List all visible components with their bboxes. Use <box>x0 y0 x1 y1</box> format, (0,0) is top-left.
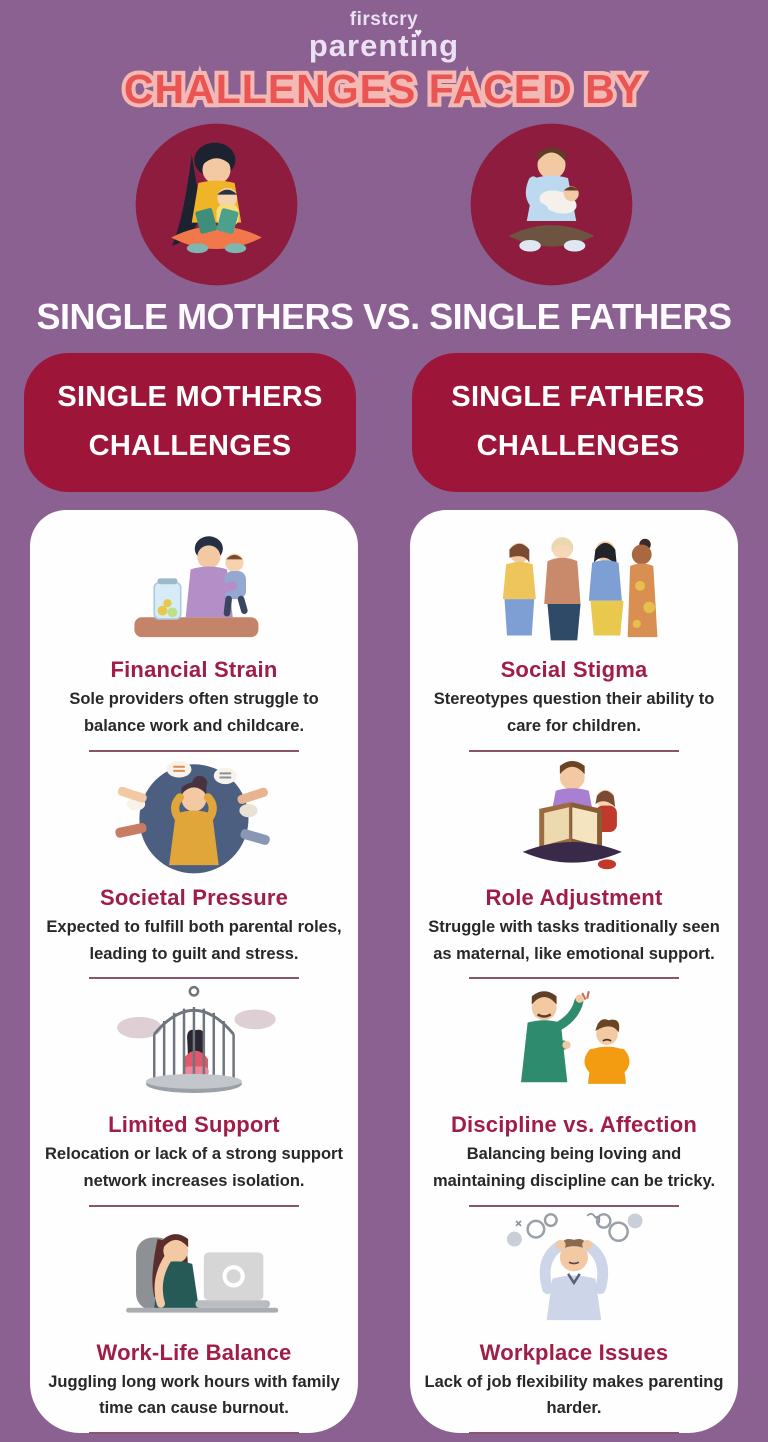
header-line2: CHALLENGES <box>476 430 680 463</box>
header-line2: CHALLENGES <box>88 430 292 463</box>
item-title: Discipline vs. Affection <box>450 1112 698 1138</box>
item-description: Struggle with tasks traditionally seen a… <box>428 917 720 963</box>
item-description: Sole providers often struggle to balance… <box>69 690 319 736</box>
column-headers: SINGLE MOTHERS CHALLENGES SINGLE FATHERS… <box>24 352 744 493</box>
item-title: Societal Pressure <box>99 884 289 910</box>
discipline-vs-affection-illustration <box>483 983 665 1107</box>
item-description: Expected to fulfill both parental roles,… <box>46 917 342 963</box>
divider <box>89 1432 299 1435</box>
workplace-issues-illustration <box>483 1211 665 1335</box>
mother-reading-with-child-illustration <box>134 122 299 287</box>
header-line1: SINGLE MOTHERS <box>57 380 323 413</box>
divider <box>89 1204 299 1207</box>
item-description: Juggling long work hours with family tim… <box>48 1372 340 1418</box>
item-title: Limited Support <box>108 1112 280 1138</box>
item-title: Workplace Issues <box>479 1339 669 1365</box>
limited-support-illustration <box>103 983 285 1107</box>
divider <box>469 977 679 980</box>
father-holding-baby-illustration <box>469 122 634 287</box>
comparison-subtitle: SINGLE MOTHERS VS. SINGLE FATHERS <box>36 296 732 337</box>
divider <box>469 749 679 752</box>
single-fathers-header-pill: SINGLE FATHERS CHALLENGES <box>412 352 744 493</box>
list-item-limited-support: Limited Support Relocation or lack of a … <box>40 979 348 1207</box>
divider <box>89 977 299 980</box>
divider <box>469 1204 679 1207</box>
item-title: Social Stigma <box>500 657 648 683</box>
header-line1: SINGLE FATHERS <box>451 380 705 413</box>
social-stigma-illustration <box>483 528 665 652</box>
work-life-balance-illustration <box>103 1211 285 1335</box>
list-item-social-stigma: Social Stigma Stereotypes question their… <box>420 524 728 752</box>
list-item-role-adjustment: Role Adjustment Struggle with tasks trad… <box>420 752 728 980</box>
list-item-discipline-vs-affection: Discipline vs. Affection Balancing being… <box>420 979 728 1207</box>
page-title-fill: CHALLENGES FACED BY <box>123 66 645 112</box>
page-title-outline: CHALLENGES FACED BY <box>120 65 647 114</box>
heart-icon: ♥ <box>414 25 424 40</box>
single-mothers-column: Financial Strain Sole providers often st… <box>30 510 358 1435</box>
single-fathers-column: Social Stigma Stereotypes question their… <box>410 510 738 1435</box>
hero-illustrations <box>0 122 768 287</box>
item-title: Role Adjustment <box>485 884 663 910</box>
brand-parenting-text: parenting ♥ <box>308 25 460 63</box>
content-columns: Financial Strain Sole providers often st… <box>30 510 738 1435</box>
societal-pressure-illustration <box>103 756 285 880</box>
item-description: Balancing being loving and maintaining d… <box>432 1145 716 1190</box>
role-adjustment-illustration <box>483 756 665 880</box>
item-description: Lack of job flexibility makes parenting … <box>424 1372 724 1418</box>
brand-firstcry-text: firstcry <box>349 9 419 30</box>
list-item-societal-pressure: Societal Pressure Expected to fulfill bo… <box>40 752 348 980</box>
divider <box>469 1432 679 1435</box>
list-item-workplace-issues: Workplace Issues Lack of job flexibility… <box>420 1207 728 1435</box>
divider <box>89 749 299 752</box>
brand-logo: firstcry parenting ♥ <box>0 0 768 61</box>
item-description: Relocation or lack of a strong support n… <box>45 1145 343 1190</box>
list-item-financial-strain: Financial Strain Sole providers often st… <box>40 524 348 752</box>
item-title: Financial Strain <box>110 657 278 683</box>
financial-strain-illustration <box>103 528 285 652</box>
item-description: Stereotypes question their ability to ca… <box>433 690 715 736</box>
single-mothers-header-pill: SINGLE MOTHERS CHALLENGES <box>24 352 356 493</box>
item-title: Work-Life Balance <box>96 1339 292 1365</box>
page-title: CHALLENGES FACED BY CHALLENGES FACED BY <box>0 65 768 114</box>
list-item-work-life-balance: Work-Life Balance Juggling long work hou… <box>40 1207 348 1435</box>
